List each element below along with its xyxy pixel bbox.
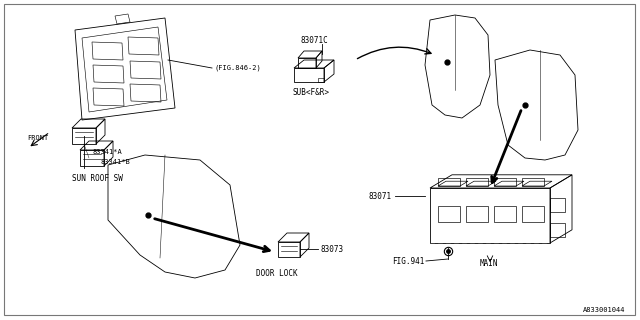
Text: 83341*B: 83341*B (100, 159, 130, 165)
Text: 83071: 83071 (369, 191, 392, 201)
Text: FIG.941: FIG.941 (392, 257, 424, 266)
Text: DOOR LOCK: DOOR LOCK (256, 269, 298, 278)
Text: SUB<F&R>: SUB<F&R> (292, 87, 329, 97)
Text: (FIG.846-2): (FIG.846-2) (214, 65, 260, 71)
Text: 83341*A: 83341*A (92, 149, 122, 155)
Text: SUN ROOF SW: SUN ROOF SW (72, 173, 123, 182)
Text: FRONT: FRONT (28, 135, 49, 141)
Text: MAIN: MAIN (480, 259, 499, 268)
Text: 83073: 83073 (320, 244, 343, 253)
Text: 83071C: 83071C (300, 36, 328, 44)
Text: A833001044: A833001044 (582, 307, 625, 313)
